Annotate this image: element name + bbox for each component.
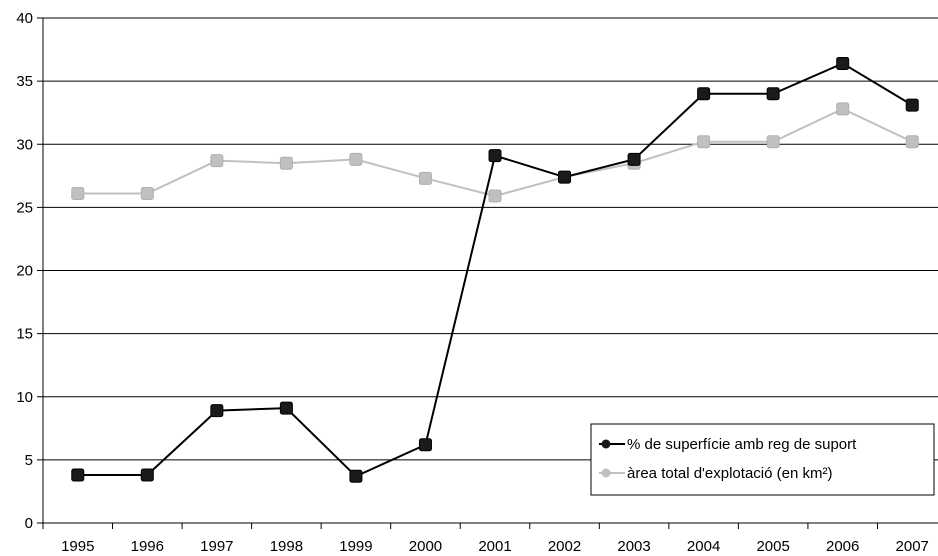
data-point-series-1 [766, 135, 780, 149]
gridlines [43, 17, 938, 461]
x-tick-label: 2006 [826, 538, 859, 555]
y-tick-label: 35 [16, 73, 33, 90]
data-point-series-0 [627, 152, 641, 166]
data-point-series-1 [71, 186, 85, 200]
legend-label-1: àrea total d'explotació (en km²) [627, 465, 832, 482]
series-markers [71, 56, 919, 483]
data-point-series-1 [140, 186, 154, 200]
data-point-series-0 [488, 149, 502, 163]
x-tick-label: 2002 [548, 538, 581, 555]
data-point-series-0 [558, 170, 572, 184]
data-point-series-0 [418, 438, 432, 452]
data-point-series-0 [71, 468, 85, 482]
y-tick-label: 0 [25, 515, 33, 532]
y-tick-label: 10 [16, 389, 33, 406]
legend-box [590, 423, 935, 496]
x-tick-label: 2005 [756, 538, 789, 555]
legend-marker-1 [601, 468, 611, 478]
data-point-series-0 [279, 401, 293, 415]
series-line-0 [77, 62, 913, 478]
y-tick-label: 15 [16, 326, 33, 343]
data-point-series-0 [210, 404, 224, 418]
x-tick-label: 2003 [617, 538, 650, 555]
data-point-series-0 [766, 87, 780, 101]
x-tick-label: 1996 [131, 538, 164, 555]
data-point-series-1 [210, 154, 224, 168]
data-point-series-0 [905, 98, 919, 112]
data-point-series-1 [697, 135, 711, 149]
x-tick-label: 2000 [409, 538, 442, 555]
x-tick-label: 2001 [478, 538, 511, 555]
data-point-series-1 [418, 171, 432, 185]
data-point-series-0 [140, 468, 154, 482]
y-tick-label: 30 [16, 136, 33, 153]
y-tick-label: 25 [16, 199, 33, 216]
legend: % de superfície amb reg de suport àrea to… [590, 423, 935, 496]
x-tick-label: 1998 [270, 538, 303, 555]
x-tick-label: 1997 [200, 538, 233, 555]
data-point-series-1 [488, 189, 502, 203]
x-tick-label: 1999 [339, 538, 372, 555]
data-point-series-0 [836, 56, 850, 70]
x-tick-label: 1995 [61, 538, 94, 555]
x-tick-label: 2007 [896, 538, 929, 555]
x-axis-ticks: 1995 1996 1997 1998 1999 2000 2001 2002 2003 2004… [42, 523, 929, 555]
data-point-series-1 [349, 152, 363, 166]
y-tick-label: 5 [25, 452, 33, 469]
series-lines [77, 62, 913, 478]
y-tick-label: 20 [16, 263, 33, 280]
y-tick-label: 40 [16, 10, 33, 27]
data-point-series-0 [349, 469, 363, 483]
data-point-series-1 [905, 135, 919, 149]
legend-marker-0 [601, 439, 611, 449]
y-axis-ticks: 0 5 10 15 20 25 30 35 40 [16, 10, 43, 532]
data-point-series-1 [279, 156, 293, 170]
x-tick-label: 2004 [687, 538, 720, 555]
data-point-series-0 [697, 87, 711, 101]
legend-label-0: % de superfície amb reg de suport [627, 436, 857, 453]
data-point-series-1 [836, 102, 850, 116]
